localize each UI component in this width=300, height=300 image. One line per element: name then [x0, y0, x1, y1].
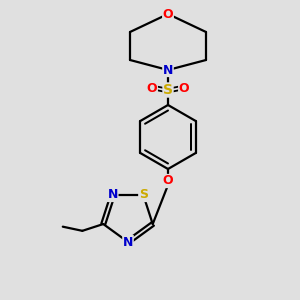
Text: O: O [163, 175, 173, 188]
Text: O: O [147, 82, 157, 94]
Text: N: N [123, 236, 133, 248]
Text: O: O [179, 82, 189, 94]
Text: S: S [139, 188, 148, 202]
Text: N: N [163, 64, 173, 76]
Text: S: S [163, 83, 173, 97]
Text: N: N [107, 188, 118, 202]
Text: O: O [163, 8, 173, 20]
